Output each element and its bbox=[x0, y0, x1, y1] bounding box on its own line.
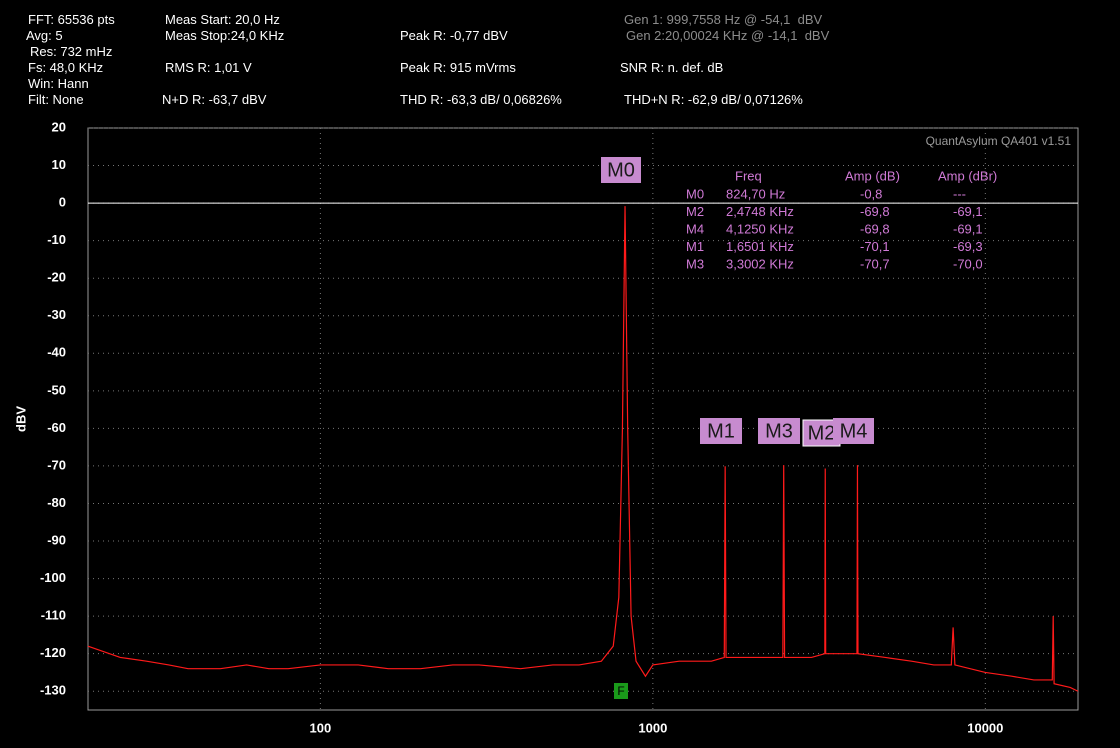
table-cell: -70,7 bbox=[860, 256, 890, 271]
table-header: Freq bbox=[735, 168, 762, 183]
fundamental-label: F bbox=[617, 684, 624, 698]
table-header: Amp (dB) bbox=[845, 168, 900, 183]
info: Peak R: -0,77 dBV bbox=[400, 28, 508, 43]
y-axis-label: dBV bbox=[13, 406, 28, 432]
info: Win: Hann bbox=[28, 76, 89, 91]
marker-box bbox=[700, 418, 742, 444]
y-tick-label: -90 bbox=[47, 532, 66, 547]
table-cell: -69,1 bbox=[953, 221, 983, 236]
spectrum-line bbox=[87, 206, 1079, 692]
info: Fs: 48,0 KHz bbox=[28, 60, 104, 75]
info: Meas Stop:24,0 KHz bbox=[165, 28, 285, 43]
marker-box bbox=[833, 418, 874, 444]
watermark: QuantAsylum QA401 v1.51 bbox=[926, 134, 1072, 148]
y-tick-label: -80 bbox=[47, 495, 66, 510]
table-cell: -69,8 bbox=[860, 221, 890, 236]
table-cell: -0,8 bbox=[860, 186, 882, 201]
info: Res: 732 mHz bbox=[30, 44, 113, 59]
y-tick-label: -70 bbox=[47, 457, 66, 472]
marker-label: M3 bbox=[765, 420, 793, 442]
info: N+D R: -63,7 dBV bbox=[162, 92, 267, 107]
info: THD+N R: -62,9 dB/ 0,07126% bbox=[624, 92, 803, 107]
marker-label: M4 bbox=[840, 420, 868, 442]
y-tick-label: -60 bbox=[47, 420, 66, 435]
table-cell: 3,3002 KHz bbox=[726, 256, 794, 271]
info: FFT: 65536 pts bbox=[28, 12, 115, 27]
table-cell: -70,0 bbox=[953, 256, 983, 271]
y-tick-label: -110 bbox=[41, 608, 66, 623]
table-cell: 2,4748 KHz bbox=[726, 204, 794, 219]
table-cell: M3 bbox=[686, 256, 704, 271]
info: THD R: -63,3 dB/ 0,06826% bbox=[400, 92, 562, 107]
y-tick-label: 0 bbox=[59, 195, 66, 210]
info: SNR R: n. def. dB bbox=[620, 60, 724, 75]
x-tick-label: 1000 bbox=[638, 720, 667, 735]
info: RMS R: 1,01 V bbox=[165, 60, 252, 75]
table-cell: -70,1 bbox=[860, 239, 890, 254]
x-tick-label: 10000 bbox=[967, 720, 1003, 735]
y-tick-label: -10 bbox=[47, 232, 66, 247]
y-tick-label: -30 bbox=[47, 307, 66, 322]
y-tick-label: -100 bbox=[40, 570, 66, 585]
table-cell: 1,6501 KHz bbox=[726, 239, 794, 254]
generator: Gen 2:20,00024 KHz @ -14,1 dBV bbox=[626, 28, 830, 43]
fundamental-box bbox=[614, 683, 628, 699]
x-tick-label: 100 bbox=[310, 720, 332, 735]
marker-label: M2 bbox=[808, 422, 836, 444]
marker-label: M0 bbox=[607, 159, 635, 181]
y-tick-label: -120 bbox=[40, 645, 66, 660]
plot-area bbox=[87, 127, 1079, 711]
table-cell: -69,1 bbox=[953, 204, 983, 219]
table-cell: 824,70 Hz bbox=[726, 186, 785, 201]
y-tick-label: -130 bbox=[40, 683, 66, 698]
table-cell: -69,3 bbox=[953, 239, 983, 254]
info: Avg: 5 bbox=[26, 28, 63, 43]
marker-box bbox=[601, 157, 641, 183]
marker-box bbox=[758, 418, 800, 444]
table-cell: M2 bbox=[686, 204, 704, 219]
generator: Gen 1: 999,7558 Hz @ -54,1 dBV bbox=[624, 12, 823, 27]
info: Meas Start: 20,0 Hz bbox=[165, 12, 280, 27]
y-tick-label: -40 bbox=[47, 345, 66, 360]
y-tick-label: 20 bbox=[52, 119, 66, 134]
y-tick-label: -20 bbox=[47, 270, 66, 285]
info: Filt: None bbox=[28, 92, 84, 107]
table-cell: M0 bbox=[686, 186, 704, 201]
marker-label: M1 bbox=[707, 420, 735, 442]
table-cell: 4,1250 KHz bbox=[726, 221, 794, 236]
y-tick-label: -50 bbox=[47, 382, 66, 397]
table-cell: --- bbox=[953, 186, 966, 201]
table-cell: -69,8 bbox=[860, 204, 890, 219]
table-header: Amp (dBr) bbox=[938, 168, 997, 183]
table-cell: M4 bbox=[686, 221, 704, 236]
y-tick-label: 10 bbox=[52, 157, 66, 172]
table-cell: M1 bbox=[686, 239, 704, 254]
info: Peak R: 915 mVrms bbox=[400, 60, 516, 75]
